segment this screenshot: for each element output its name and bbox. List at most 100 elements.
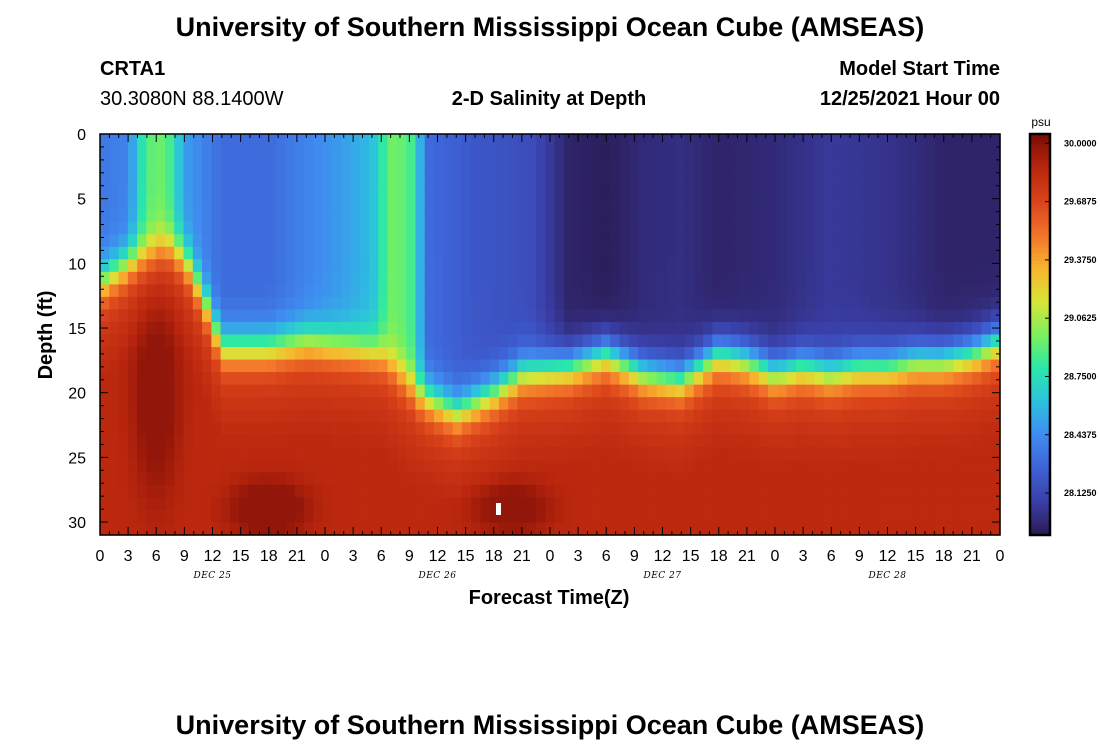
heatmap-cell <box>146 246 157 260</box>
heatmap-cell <box>638 171 649 185</box>
heatmap-cell <box>879 159 890 173</box>
heatmap-cell <box>758 422 769 436</box>
heatmap-cell <box>768 184 778 198</box>
heatmap-cell <box>461 384 472 398</box>
heatmap-cell <box>563 296 574 311</box>
heatmap-cell <box>795 497 806 511</box>
heatmap-cell <box>972 509 983 524</box>
heatmap-cell <box>656 271 667 285</box>
heatmap-cell <box>229 447 240 461</box>
heatmap-cell <box>109 459 120 473</box>
heatmap-cell <box>730 522 741 536</box>
heatmap-cell <box>925 522 936 536</box>
heatmap-cell <box>164 459 175 473</box>
heatmap-cell <box>712 146 723 160</box>
heatmap-cell <box>322 159 333 173</box>
colorbar-segment <box>1030 267 1050 272</box>
heatmap-cell <box>369 459 379 473</box>
heatmap-cell <box>647 509 658 524</box>
heatmap-cell <box>962 284 973 298</box>
heatmap-cell <box>573 459 584 473</box>
heatmap-cell <box>860 221 871 235</box>
heatmap-cell <box>526 359 537 373</box>
heatmap-cell <box>174 347 185 361</box>
heatmap-cell <box>832 309 843 323</box>
date-labels: DEC 25 DEC 26 DEC 27 DEC 28 <box>193 571 907 581</box>
heatmap-cell <box>239 196 250 210</box>
heatmap-cell <box>257 321 268 336</box>
heatmap-cell <box>369 434 379 448</box>
heatmap-cell <box>610 334 621 348</box>
heatmap-cell <box>656 321 667 336</box>
heatmap-cell <box>164 522 175 536</box>
heatmap-cell <box>823 422 834 436</box>
heatmap-cell <box>981 184 992 198</box>
y-tick-label: 0 <box>77 127 86 144</box>
heatmap-cell <box>656 447 667 461</box>
colorbar-segment <box>1030 277 1050 282</box>
heatmap-cell <box>415 296 426 311</box>
heatmap-cell <box>164 184 175 198</box>
heatmap-cell <box>795 271 806 285</box>
heatmap-cell <box>888 196 899 210</box>
heatmap-cell <box>192 209 203 223</box>
heatmap-cell <box>712 484 723 499</box>
heatmap-cell <box>415 409 426 423</box>
heatmap-cell <box>341 472 352 486</box>
heatmap-cell <box>786 347 797 361</box>
heatmap-cell <box>406 309 417 323</box>
heatmap-cell <box>127 397 138 411</box>
heatmap-cell <box>628 321 639 336</box>
heatmap-cell <box>740 171 751 185</box>
heatmap-cell <box>832 334 843 348</box>
heatmap-cell <box>832 347 843 361</box>
heatmap-cell <box>907 522 918 536</box>
colorbar-segment <box>1030 304 1050 309</box>
colorbar-segment <box>1030 250 1050 255</box>
heatmap-cell <box>628 509 639 524</box>
heatmap-cell <box>526 321 537 336</box>
heatmap-cell <box>183 409 194 423</box>
heatmap-cell <box>489 359 500 373</box>
heatmap-cell <box>675 334 686 348</box>
heatmap-cell <box>990 296 1001 311</box>
heatmap-cell <box>851 497 862 511</box>
heatmap-cell <box>192 384 203 398</box>
heatmap-cell <box>406 384 417 398</box>
heatmap-cell <box>981 234 992 248</box>
colorbar-segment <box>1030 197 1050 202</box>
heatmap-cell <box>146 472 157 486</box>
heatmap-cell <box>758 484 769 499</box>
heatmap-cell <box>981 146 992 160</box>
heatmap-cell <box>693 334 704 348</box>
heatmap-cell <box>369 159 379 173</box>
heatmap-cell <box>267 284 277 298</box>
heatmap-cell <box>350 434 361 448</box>
heatmap-cell <box>545 309 556 323</box>
heatmap-cell <box>703 459 713 473</box>
heatmap-cell <box>100 234 110 248</box>
heatmap-cell <box>619 522 630 536</box>
heatmap-cell <box>461 184 472 198</box>
heatmap-cell <box>563 484 574 499</box>
heatmap-cell <box>990 384 1001 398</box>
heatmap-cell <box>554 334 565 348</box>
heatmap-cell <box>786 309 797 323</box>
heatmap-cell <box>434 271 444 285</box>
y-tick-label: 10 <box>68 256 86 273</box>
heatmap-cell <box>229 347 240 361</box>
heatmap-cell <box>285 422 296 436</box>
heatmap-cell <box>322 171 333 185</box>
colorbar-segment <box>1030 404 1050 409</box>
heatmap-cell <box>684 146 695 160</box>
heatmap-cell <box>536 434 546 448</box>
heatmap-cell <box>415 196 426 210</box>
heatmap-cell <box>341 372 352 386</box>
heatmap-cell <box>452 134 463 148</box>
heatmap-cell <box>944 246 955 260</box>
heatmap-cell <box>953 484 964 499</box>
heatmap-cell <box>814 422 825 436</box>
heatmap-cell <box>127 246 138 260</box>
heatmap-cell <box>935 196 945 210</box>
heatmap-cell <box>489 146 500 160</box>
